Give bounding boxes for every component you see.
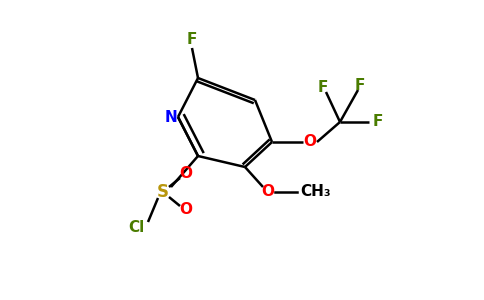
Text: F: F bbox=[187, 32, 197, 47]
Text: CH₃: CH₃ bbox=[301, 184, 332, 200]
Text: F: F bbox=[318, 80, 328, 94]
Text: O: O bbox=[180, 167, 193, 182]
Text: O: O bbox=[303, 134, 317, 149]
Text: S: S bbox=[157, 183, 169, 201]
Text: Cl: Cl bbox=[128, 220, 144, 236]
Text: F: F bbox=[373, 115, 383, 130]
Text: F: F bbox=[355, 77, 365, 92]
Text: N: N bbox=[165, 110, 177, 124]
Text: O: O bbox=[261, 184, 274, 200]
Text: O: O bbox=[180, 202, 193, 217]
